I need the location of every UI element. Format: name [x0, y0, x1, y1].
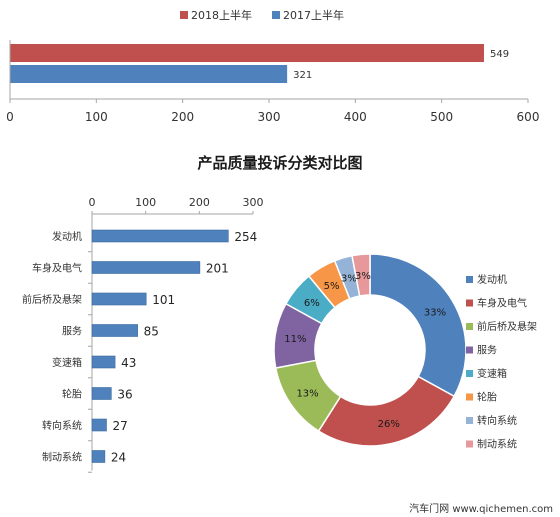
bar: [91, 450, 106, 463]
data-label: 101: [152, 293, 175, 307]
data-label: 549: [490, 49, 509, 60]
watermark: 汽车门网 www.qichemen.com: [409, 502, 553, 515]
slice-label: 11%: [284, 334, 306, 345]
legend-label: 变速箱: [477, 367, 507, 380]
legend-label: 制动系统: [477, 438, 517, 451]
category-label: 制动系统: [42, 451, 82, 464]
top-bar-chart: 2018上半年 2017上半年 549 321 0 100 200 300 400 500 600: [6, 8, 539, 124]
data-label: 27: [112, 419, 127, 433]
tick-label: 0: [89, 196, 96, 209]
donut-slice: [317, 375, 456, 447]
tick-label: 300: [243, 196, 264, 209]
donut-slice: [369, 253, 467, 398]
slice-label: 3%: [341, 273, 357, 284]
data-label: 254: [234, 230, 257, 244]
bar: [91, 261, 201, 274]
legend-swatch: [466, 440, 473, 448]
legend-swatch: [466, 276, 473, 283]
category-label: 前后桥及悬架: [22, 293, 82, 306]
legend-swatch: [466, 417, 473, 424]
legend-swatch: [466, 346, 473, 354]
legend-label: 转向系统: [477, 414, 517, 427]
slice-label: 3%: [355, 271, 371, 282]
legend-swatch: [180, 11, 188, 19]
slice-label: 13%: [296, 388, 318, 399]
bar: [91, 229, 229, 243]
legend-label: 2018上半年: [191, 8, 252, 22]
tick-label: 100: [85, 110, 108, 124]
bar: [91, 387, 112, 400]
legend-label: 发动机: [477, 273, 507, 286]
data-label: 36: [117, 388, 132, 402]
category-label: 轮胎: [62, 388, 82, 401]
tick-label: 500: [430, 110, 453, 124]
legend-swatch: [272, 11, 280, 19]
tick-label: 0: [6, 110, 14, 124]
donut-chart: 33%26%13%11%6%5%3%3%: [273, 253, 467, 447]
tick-label: 200: [189, 196, 210, 209]
category-label: 转向系统: [42, 419, 82, 432]
tick-label: 600: [517, 110, 540, 124]
tick-label: 200: [171, 110, 194, 124]
legend-label: 服务: [477, 344, 497, 357]
legend-swatch: [466, 370, 473, 377]
bar: [91, 292, 147, 306]
data-label: 24: [111, 451, 126, 465]
tick-label: 400: [344, 110, 367, 124]
legend-label: 2017上半年: [283, 8, 344, 22]
tick-label: 300: [258, 110, 281, 124]
data-label: 321: [293, 70, 312, 81]
legend-swatch: [466, 323, 473, 330]
legend-label: 轮胎: [477, 391, 497, 404]
bar: [10, 44, 484, 62]
category-label: 车身及电气: [32, 262, 82, 275]
donut-slice: [351, 253, 371, 297]
chart-title: 产品质量投诉分类对比图: [197, 154, 362, 172]
data-label: 85: [144, 325, 159, 339]
bar: [91, 355, 116, 369]
category-bar-chart: 0 100 200 300 发动机 254 车身及电气 201 前后桥及悬架 101 服务 85 变速箱…: [22, 196, 264, 473]
data-label: 201: [206, 262, 229, 276]
slice-label: 33%: [424, 308, 446, 319]
tick-label: 100: [135, 196, 156, 209]
legend-swatch: [466, 393, 473, 401]
legend-swatch: [466, 299, 473, 307]
slice-label: 6%: [304, 298, 320, 309]
data-label: 43: [121, 356, 136, 370]
category-label: 服务: [62, 325, 82, 338]
category-label: 变速箱: [52, 356, 82, 369]
category-label: 发动机: [52, 230, 82, 243]
watermark-text: 汽车门网 www.qichemen.com: [409, 502, 553, 515]
bar: [10, 65, 288, 83]
legend-label: 车身及电气: [477, 297, 527, 310]
bar: [91, 418, 107, 432]
slice-label: 5%: [324, 281, 340, 292]
bar: [91, 324, 138, 337]
slice-label: 26%: [378, 419, 400, 430]
legend-label: 前后桥及悬架: [477, 320, 537, 333]
